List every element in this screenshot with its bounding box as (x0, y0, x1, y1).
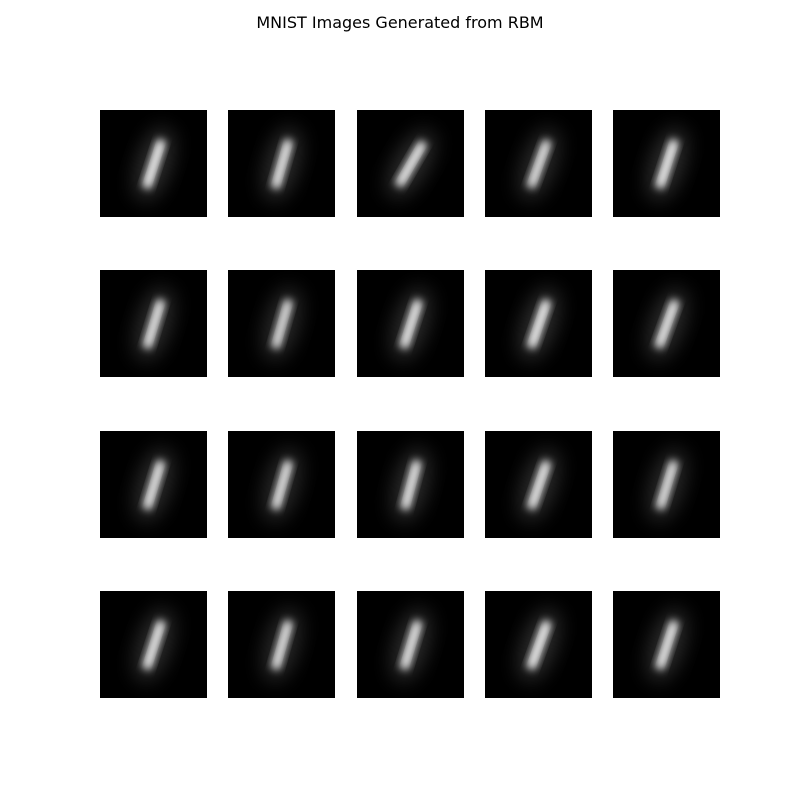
generated-sample-6 (100, 270, 207, 377)
digit-image (647, 287, 687, 361)
digit-core (659, 625, 675, 665)
digit-image (134, 127, 174, 201)
digit-core (146, 144, 162, 184)
generated-sample-3 (357, 110, 464, 217)
digit-core (530, 304, 548, 344)
digit-image (134, 608, 174, 682)
digit-image (648, 448, 686, 522)
digit-core (274, 304, 290, 344)
generated-sample-11 (100, 431, 207, 538)
digit-core (530, 465, 548, 505)
generated-sample-9 (485, 270, 592, 377)
digit-core (530, 145, 548, 183)
digit-core (659, 144, 675, 184)
digit-core (274, 625, 290, 665)
generated-sample-1 (100, 110, 207, 217)
digit-core (659, 465, 675, 505)
digit-core (146, 304, 162, 344)
digit-image (263, 448, 301, 522)
generated-sample-13 (357, 431, 464, 538)
generated-sample-7 (228, 270, 335, 377)
digit-image (263, 608, 301, 682)
generated-sample-2 (228, 110, 335, 217)
digit-image (392, 608, 430, 682)
digit-core (399, 146, 423, 182)
generated-sample-17 (228, 591, 335, 698)
generated-sample-15 (613, 431, 720, 538)
digit-core (146, 625, 162, 665)
generated-sample-19 (485, 591, 592, 698)
generated-sample-14 (485, 431, 592, 538)
digit-core (530, 626, 548, 664)
digit-image (263, 287, 301, 361)
generated-sample-4 (485, 110, 592, 217)
digit-image (387, 130, 435, 198)
digit-image (519, 127, 559, 201)
generated-sample-20 (613, 591, 720, 698)
generated-sample-18 (357, 591, 464, 698)
digit-image (647, 127, 687, 201)
digit-image (135, 287, 173, 361)
digit-image (519, 608, 559, 682)
digit-image (263, 127, 301, 201)
digit-core (146, 465, 162, 505)
digit-core (403, 304, 419, 344)
digit-core (403, 625, 419, 665)
digit-image (647, 608, 687, 682)
digit-core (274, 465, 290, 505)
generated-sample-12 (228, 431, 335, 538)
generated-sample-10 (613, 270, 720, 377)
digit-image (391, 287, 431, 361)
digit-core (403, 465, 419, 505)
generated-sample-16 (100, 591, 207, 698)
digit-image (392, 448, 430, 522)
digit-core (274, 144, 290, 184)
digit-image (519, 287, 559, 361)
generated-sample-5 (613, 110, 720, 217)
digit-image (135, 448, 173, 522)
figure-title: MNIST Images Generated from RBM (256, 13, 544, 32)
digit-core (658, 305, 676, 343)
digit-image (519, 448, 559, 522)
generated-sample-8 (357, 270, 464, 377)
